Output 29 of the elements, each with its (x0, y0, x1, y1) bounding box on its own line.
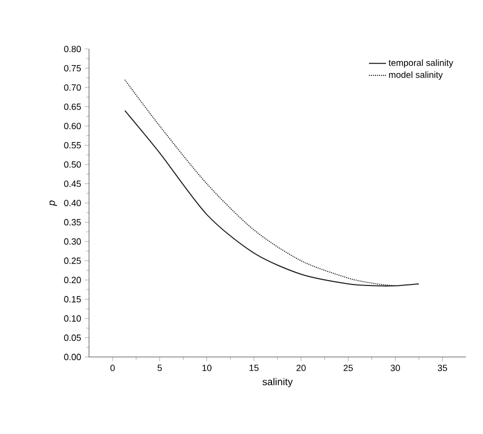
x-tick-label: 35 (438, 364, 448, 372)
y-tick-label: 0.10 (64, 315, 81, 322)
x-tick-label: 25 (344, 364, 353, 372)
x-tick-label: 15 (250, 364, 259, 372)
x-tick-label: 30 (390, 364, 400, 372)
y-tick-label: 0.05 (64, 334, 81, 341)
y-tick-label: 0.60 (64, 122, 81, 130)
y-tick-label: 0.45 (64, 180, 81, 187)
y-tick-label: 0.65 (64, 104, 81, 110)
y-axis-title: p (50, 200, 57, 206)
x-tick-label: 5 (158, 364, 162, 372)
y-tick-label: 0.80 (64, 46, 81, 52)
legend-label: temporal salinity (388, 59, 454, 68)
y-tick-label: 0.20 (64, 276, 81, 284)
y-tick-label: 0.75 (64, 65, 81, 72)
y-tick-label: 0.30 (64, 238, 81, 245)
y-tick-label: 0.15 (64, 296, 81, 302)
y-tick-label: 0.35 (64, 219, 81, 226)
legend-label: model salinity (389, 71, 443, 80)
y-tick-label: 0.70 (64, 84, 81, 91)
y-tick-label: 0.40 (64, 200, 81, 206)
y-tick-label: 0.00 (64, 354, 81, 360)
y-tick-label: 0.25 (64, 258, 81, 264)
x-tick-label: 20 (296, 364, 306, 372)
y-tick-label: 0.55 (64, 142, 81, 148)
x-tick-label: 0 (110, 364, 115, 372)
x-axis-title: salinity (262, 378, 293, 388)
y-tick-label: 0.50 (64, 161, 81, 168)
x-tick-label: 10 (202, 364, 212, 372)
